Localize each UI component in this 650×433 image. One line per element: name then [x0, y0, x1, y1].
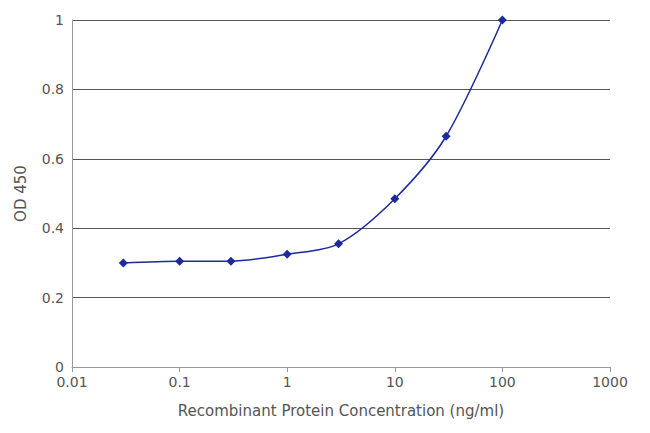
svg-text:100: 100: [489, 374, 516, 390]
svg-text:1: 1: [283, 374, 292, 390]
svg-text:0.6: 0.6: [42, 151, 64, 167]
svg-text:0: 0: [55, 359, 64, 375]
svg-text:OD 450: OD 450: [12, 165, 30, 222]
svg-text:1000: 1000: [592, 374, 628, 390]
svg-text:0.01: 0.01: [56, 374, 87, 390]
svg-text:0.2: 0.2: [42, 290, 64, 306]
svg-text:10: 10: [386, 374, 404, 390]
svg-text:0.1: 0.1: [168, 374, 190, 390]
svg-text:0.4: 0.4: [42, 220, 64, 236]
svg-text:Recombinant Protein Concentrat: Recombinant Protein Concentration (ng/ml…: [178, 402, 504, 420]
svg-text:0.8: 0.8: [42, 81, 64, 97]
svg-text:1: 1: [55, 12, 64, 28]
